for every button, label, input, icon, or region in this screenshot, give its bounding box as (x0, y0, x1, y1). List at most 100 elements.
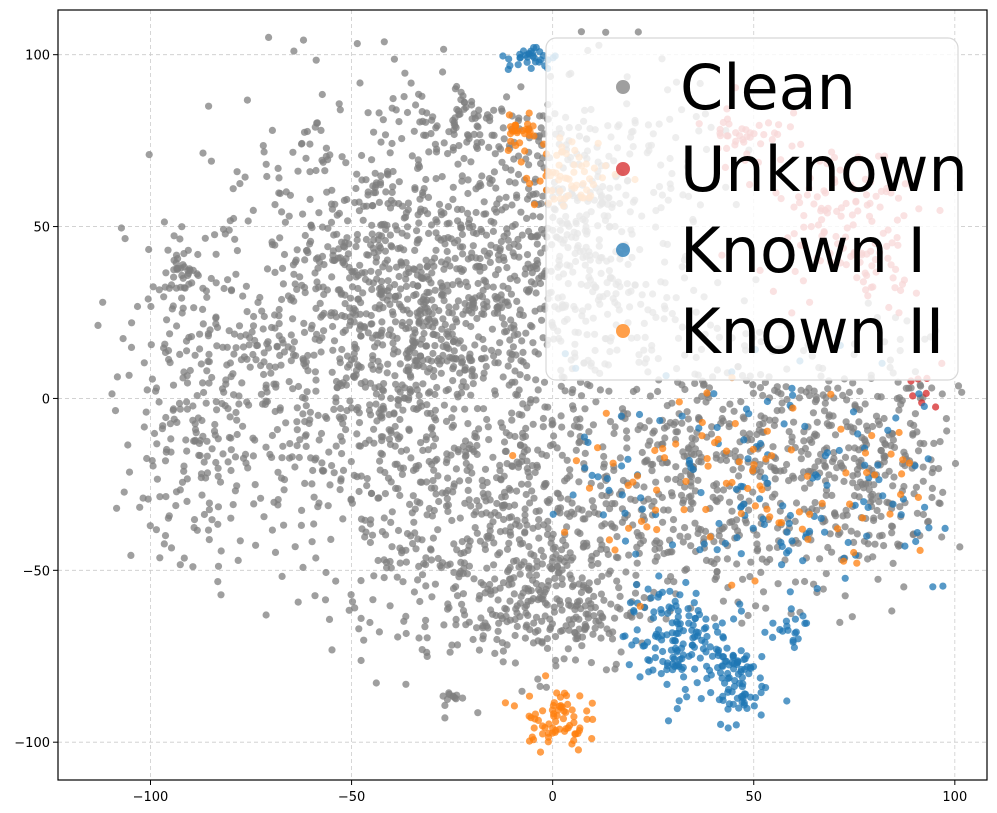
data-point (427, 221, 436, 229)
data-point (397, 447, 405, 455)
data-point (472, 208, 480, 217)
data-point (822, 491, 830, 499)
data-point (312, 166, 320, 175)
data-point (366, 379, 375, 387)
data-point (594, 444, 602, 452)
data-point (586, 382, 594, 390)
data-point (702, 648, 710, 656)
data-point (558, 580, 566, 589)
data-point (322, 568, 330, 577)
data-point (454, 277, 462, 285)
data-point (341, 300, 349, 308)
data-point (640, 483, 648, 491)
data-point (861, 437, 869, 446)
data-point (846, 500, 854, 508)
data-point (164, 347, 173, 355)
data-point (526, 180, 534, 188)
data-point (304, 367, 312, 375)
data-point (404, 295, 412, 303)
data-point (352, 243, 360, 251)
data-point (513, 297, 521, 305)
data-point (587, 604, 595, 612)
data-point (496, 467, 504, 475)
data-point (338, 311, 346, 320)
data-point (536, 48, 544, 56)
data-point (416, 597, 424, 606)
data-point (416, 398, 424, 407)
data-point (420, 560, 428, 568)
data-point (443, 456, 451, 464)
data-point (691, 633, 699, 641)
data-point (429, 477, 437, 485)
data-point (799, 612, 807, 620)
data-point (144, 295, 152, 303)
data-point (574, 505, 583, 513)
data-point (491, 575, 499, 583)
data-point (423, 263, 431, 271)
data-point (753, 540, 761, 548)
data-point (368, 230, 376, 238)
data-point (510, 321, 518, 329)
data-point (392, 292, 400, 300)
data-point (454, 160, 462, 168)
data-point (299, 563, 307, 572)
data-point (728, 659, 736, 667)
data-point (473, 529, 481, 537)
data-point (801, 422, 809, 430)
data-point (279, 442, 287, 450)
data-point (906, 419, 915, 428)
data-point (853, 530, 861, 538)
data-point (677, 472, 685, 480)
data-point (819, 391, 827, 399)
data-point (471, 294, 479, 302)
data-point (672, 602, 680, 610)
data-point (500, 438, 509, 446)
data-point (474, 279, 482, 288)
data-point (789, 404, 797, 412)
data-point (541, 612, 549, 620)
data-point (791, 615, 800, 623)
data-point (212, 458, 220, 467)
data-point (345, 606, 353, 614)
data-point (736, 493, 745, 501)
data-point (497, 105, 506, 113)
series-known-i (499, 43, 949, 732)
data-point (409, 333, 417, 341)
data-point (656, 417, 664, 425)
data-point (369, 355, 377, 364)
data-point (380, 574, 388, 582)
data-point (271, 548, 280, 557)
data-point (871, 471, 879, 479)
data-point (479, 482, 487, 490)
data-point (277, 474, 286, 482)
data-point (565, 626, 573, 634)
data-point (450, 568, 458, 577)
data-point (929, 583, 937, 591)
data-point (272, 383, 280, 391)
data-point (529, 190, 537, 198)
data-point (681, 524, 689, 532)
data-point (632, 581, 641, 589)
data-point (683, 408, 691, 416)
data-point (576, 415, 584, 423)
data-point (651, 644, 659, 652)
data-point (490, 131, 498, 139)
data-point (371, 384, 379, 392)
data-point (449, 281, 457, 289)
data-point (687, 542, 695, 550)
data-point (378, 450, 386, 458)
y-tick-label: −100 (14, 736, 50, 751)
data-point (348, 598, 357, 606)
data-point (355, 625, 363, 633)
data-point (414, 156, 422, 164)
data-point (251, 481, 259, 489)
data-point (682, 477, 690, 485)
data-point (422, 256, 430, 264)
data-point (652, 478, 660, 486)
data-point (678, 412, 686, 420)
data-point (456, 369, 464, 377)
data-point (706, 533, 714, 541)
data-point (527, 321, 535, 330)
data-point (264, 338, 272, 346)
data-point (481, 589, 489, 597)
